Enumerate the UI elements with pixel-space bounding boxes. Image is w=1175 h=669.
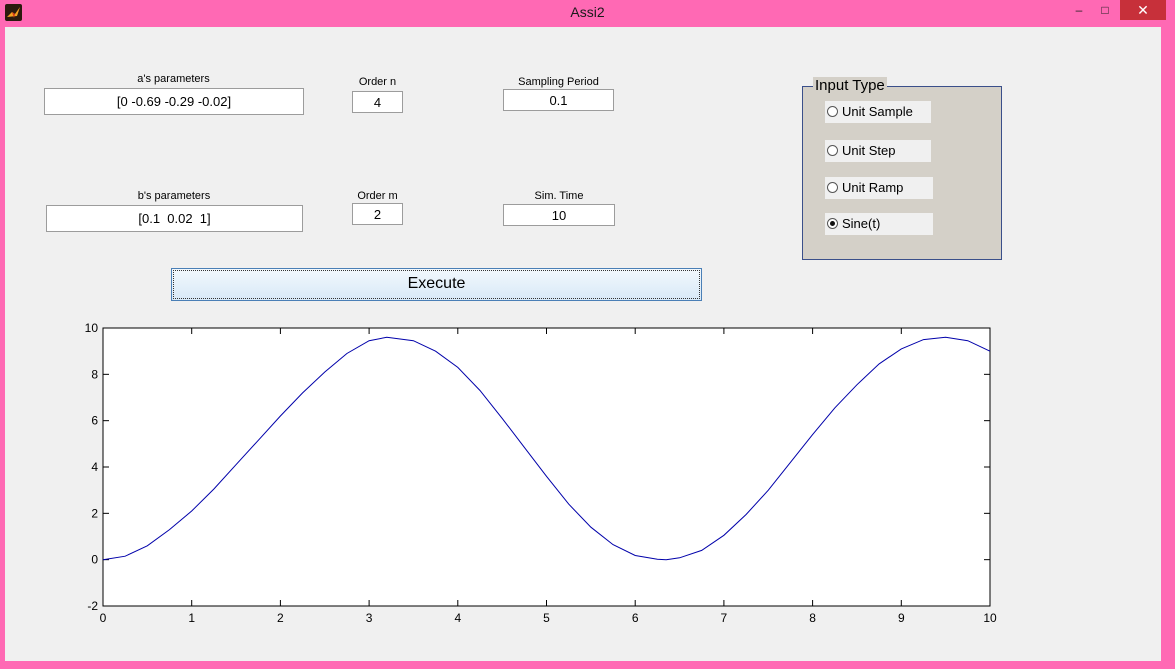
radio-unit-ramp[interactable]: Unit Ramp: [825, 177, 933, 199]
radio-button-selected-icon: [827, 218, 838, 230]
y-tick-label: -2: [87, 599, 98, 613]
x-tick-label: 6: [632, 611, 639, 625]
b-params-input[interactable]: [46, 205, 303, 232]
y-tick-label: 6: [91, 414, 98, 428]
order-m-input[interactable]: [352, 203, 403, 225]
radio-button-icon: [827, 106, 838, 118]
plot-area: [102, 327, 991, 607]
radio-sine[interactable]: Sine(t): [825, 213, 933, 235]
x-tick-label: 9: [898, 611, 905, 625]
x-tick-label: 10: [983, 611, 997, 625]
y-tick-label: 10: [85, 321, 99, 335]
x-tick-label: 7: [721, 611, 728, 625]
x-tick-label: 4: [454, 611, 461, 625]
title-bar: Assi2 – □ ✕: [0, 0, 1175, 26]
radio-label: Sine(t): [842, 216, 881, 231]
radio-button-icon: [827, 182, 838, 194]
x-tick-label: 2: [277, 611, 284, 625]
a-params-input[interactable]: [44, 88, 304, 115]
x-tick-label: 5: [543, 611, 550, 625]
radio-button-icon: [827, 145, 838, 157]
window-title: Assi2: [570, 4, 605, 20]
radio-label: Unit Sample: [842, 104, 913, 119]
input-type-panel: Input Type Unit Sample Unit Step Unit Ra…: [802, 77, 1002, 260]
x-tick-label: 0: [100, 611, 107, 625]
radio-label: Unit Ramp: [842, 180, 904, 195]
sim-time-input[interactable]: [503, 204, 615, 226]
input-type-title: Input Type: [813, 77, 887, 94]
close-button[interactable]: ✕: [1120, 0, 1166, 20]
y-tick-label: 4: [91, 460, 98, 474]
order-m-label: Order m: [357, 190, 398, 202]
x-tick-label: 3: [366, 611, 373, 625]
b-params-label: b's parameters: [137, 190, 211, 202]
order-n-input[interactable]: [352, 91, 403, 113]
y-tick-label: 8: [91, 367, 98, 381]
a-params-label: a's parameters: [137, 73, 210, 85]
execute-button[interactable]: Execute: [171, 268, 702, 301]
order-n-label: Order n: [358, 76, 397, 88]
matlab-icon: [5, 4, 22, 21]
y-tick-label: 2: [91, 506, 98, 520]
radio-unit-sample[interactable]: Unit Sample: [825, 101, 931, 123]
sampling-period-input[interactable]: [503, 89, 614, 111]
maximize-button[interactable]: □: [1101, 3, 1109, 17]
radio-unit-step[interactable]: Unit Step: [825, 140, 931, 162]
x-tick-label: 1: [188, 611, 195, 625]
sampling-period-label: Sampling Period: [518, 76, 599, 88]
x-tick-label: 8: [809, 611, 816, 625]
y-tick-label: 0: [91, 553, 98, 567]
sim-time-label: Sim. Time: [534, 190, 584, 202]
radio-label: Unit Step: [842, 143, 896, 158]
figure-window: a's parameters Order n Sampling Period b…: [5, 27, 1161, 661]
series-line: [102, 336, 991, 561]
minimize-button[interactable]: –: [1075, 3, 1083, 17]
